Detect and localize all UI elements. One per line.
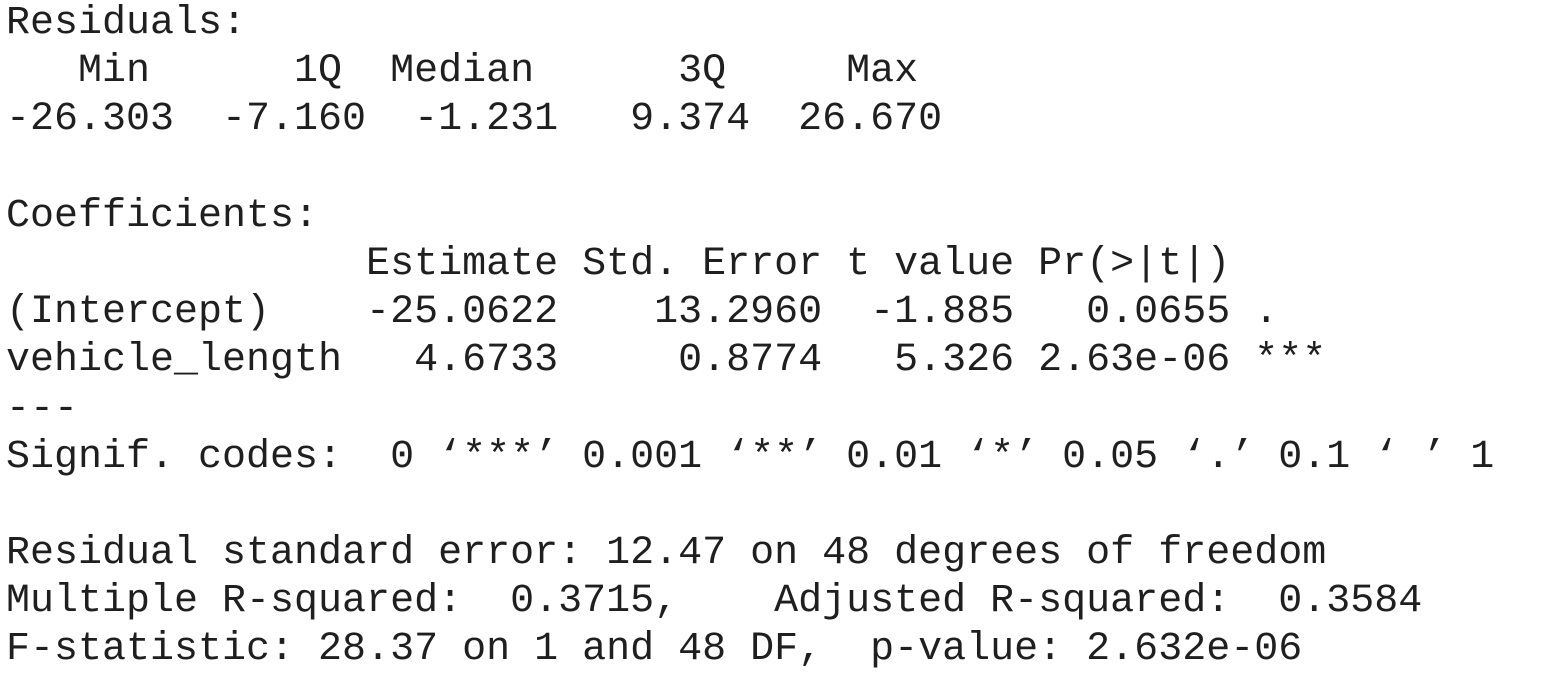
coefficients-heading: Coefficients: bbox=[6, 193, 319, 239]
r-squared-line: Multiple R-squared: 0.3715, Adjusted R-s… bbox=[6, 579, 1447, 625]
coefficients-column-header: Estimate Std. Error t value Pr(>|t|) bbox=[6, 241, 1327, 287]
separator-line: --- bbox=[6, 386, 79, 432]
signif-codes-legend: Signif. codes: 0 ‘***’ 0.001 ‘**’ 0.01 ‘… bbox=[6, 434, 1495, 480]
blank-line bbox=[6, 482, 1553, 530]
coefficient-row-intercept: (Intercept) -25.0622 13.2960 -1.885 0.06… bbox=[6, 290, 1327, 336]
residuals-quantile-header: Min 1Q Median 3Q Max bbox=[6, 49, 943, 95]
f-statistic-line: F-statistic: 28.37 on 1 and 48 DF, p-val… bbox=[6, 627, 1303, 673]
blank-line bbox=[6, 145, 1553, 193]
residuals-heading: Residuals: bbox=[6, 1, 247, 46]
coefficient-row-vehicle-length: vehicle_length 4.6733 0.8774 5.326 2.63e… bbox=[6, 338, 1327, 384]
residuals-quantile-values: -26.303 -7.160 -1.231 9.374 26.670 bbox=[6, 97, 967, 143]
residual-standard-error: Residual standard error: 12.47 on 48 deg… bbox=[6, 531, 1327, 577]
